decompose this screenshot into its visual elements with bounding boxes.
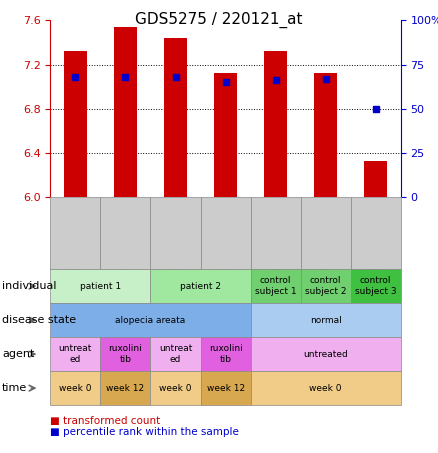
Text: control
subject 3: control subject 3: [355, 276, 396, 296]
Text: week 0: week 0: [59, 384, 92, 393]
Bar: [114, 27, 137, 197]
Text: ■ percentile rank within the sample: ■ percentile rank within the sample: [50, 427, 239, 437]
Text: disease state: disease state: [2, 315, 76, 325]
Text: agent: agent: [2, 349, 35, 359]
Text: untreat
ed: untreat ed: [159, 344, 192, 364]
Text: control
subject 1: control subject 1: [255, 276, 297, 296]
Text: ruxolini
tib: ruxolini tib: [109, 344, 142, 364]
Text: GDS5275 / 220121_at: GDS5275 / 220121_at: [135, 11, 303, 28]
Text: individual: individual: [2, 281, 57, 291]
Bar: [364, 161, 387, 197]
Text: patient 1: patient 1: [80, 282, 121, 291]
Text: control
subject 2: control subject 2: [305, 276, 346, 296]
Bar: [265, 51, 287, 197]
Bar: [64, 51, 87, 197]
Text: normal: normal: [310, 316, 342, 325]
Text: untreat
ed: untreat ed: [59, 344, 92, 364]
Text: alopecia areata: alopecia areata: [115, 316, 186, 325]
Text: week 0: week 0: [159, 384, 192, 393]
Text: patient 2: patient 2: [180, 282, 221, 291]
Text: time: time: [2, 383, 28, 393]
Text: week 0: week 0: [309, 384, 342, 393]
Text: untreated: untreated: [303, 350, 348, 359]
Bar: [214, 73, 237, 197]
Text: week 12: week 12: [206, 384, 245, 393]
Bar: [314, 73, 337, 197]
Text: week 12: week 12: [106, 384, 145, 393]
Bar: [164, 38, 187, 197]
Text: ruxolini
tib: ruxolini tib: [208, 344, 243, 364]
Text: ■ transformed count: ■ transformed count: [50, 416, 161, 426]
